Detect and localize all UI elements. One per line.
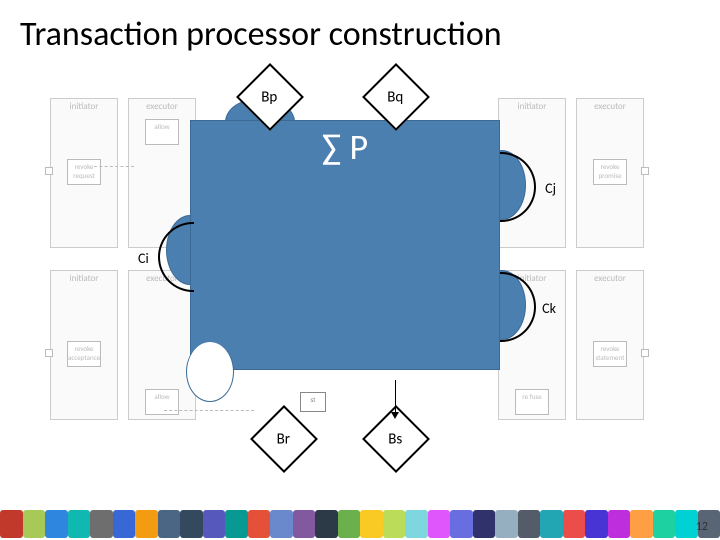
strip-swatch [653,510,676,538]
strip-swatch [293,510,316,538]
sigma-p-label: ∑ P [191,125,499,169]
strip-swatch [338,510,361,538]
col-label: executor [577,101,643,112]
strip-swatch [23,510,46,538]
port-icon [45,349,53,357]
arc-label: Ck [542,300,556,317]
revoke-request-box: revoke request [67,159,101,185]
allow-box-2: allow [145,389,179,415]
strip-swatch [405,510,428,538]
sigma-p-piece: ∑ P [190,120,500,370]
strip-swatch [630,510,653,538]
revoke-accept-box: revoke acceptance [67,341,101,367]
connector-line [395,380,396,416]
col-label: initiator [51,101,117,112]
strip-swatch [180,510,203,538]
st-box: st [300,392,326,412]
strip-swatch [608,510,631,538]
dash-connector [164,410,254,411]
arc-label: Ci [138,250,149,267]
port-icon [641,349,649,357]
port-icon [641,167,649,175]
strip-swatch [675,510,698,538]
strip-swatch [428,510,451,538]
bg-column-executor-tr: executor revoke promise [576,98,644,248]
strip-swatch [473,510,496,538]
strip-swatch [203,510,226,538]
strip-swatch [68,510,91,538]
col-label: initiator [51,273,117,284]
diamond-label: Bq [373,89,417,107]
strip-swatch [450,510,473,538]
bg-column-initiator-tl: initiator revoke request [50,98,118,248]
col-label: executor [129,101,195,112]
strip-swatch [563,510,586,538]
port-icon [45,167,53,175]
strip-swatch [248,510,271,538]
revoke-statement-box: revoke statement [593,341,627,367]
refuse-box: re fuse [515,389,549,415]
diagram-area: initiator revoke request executor allow … [30,70,690,470]
dash-connector [94,166,134,167]
strip-swatch [540,510,563,538]
strip-swatch [135,510,158,538]
strip-swatch [113,510,136,538]
strip-swatch [158,510,181,538]
page-number: 12 [696,520,708,534]
arrow-down-icon [391,412,399,419]
diamond-label: Bp [247,89,291,107]
slide: Transaction processor construction initi… [0,0,720,540]
strip-swatch [270,510,293,538]
allow-box-1: allow [145,119,179,145]
strip-swatch [383,510,406,538]
revoke-promise-box: revoke promise [593,159,627,185]
col-label: executor [577,273,643,284]
piece-notch-bottom [186,342,234,402]
diamond-label: Bs [373,431,417,449]
footer-color-strip [0,508,720,540]
col-label: initiator [499,101,565,112]
bg-column-executor-br: executor revoke statement [576,270,644,420]
page-title: Transaction processor construction [20,14,700,55]
strip-swatch [518,510,541,538]
diamond-label: Br [261,431,305,449]
strip-swatch [315,510,338,538]
arc-label: Cj [545,180,556,197]
strip-swatch [90,510,113,538]
strip-swatch [360,510,383,538]
bg-column-executor-bl: executor allow [128,270,196,420]
strip-swatch [0,510,23,538]
strip-swatch [45,510,68,538]
diamond-br: Br [250,405,318,473]
strip-swatch [585,510,608,538]
bg-column-initiator-bl: initiator revoke acceptance [50,270,118,420]
strip-swatch [495,510,518,538]
strip-swatch [225,510,248,538]
